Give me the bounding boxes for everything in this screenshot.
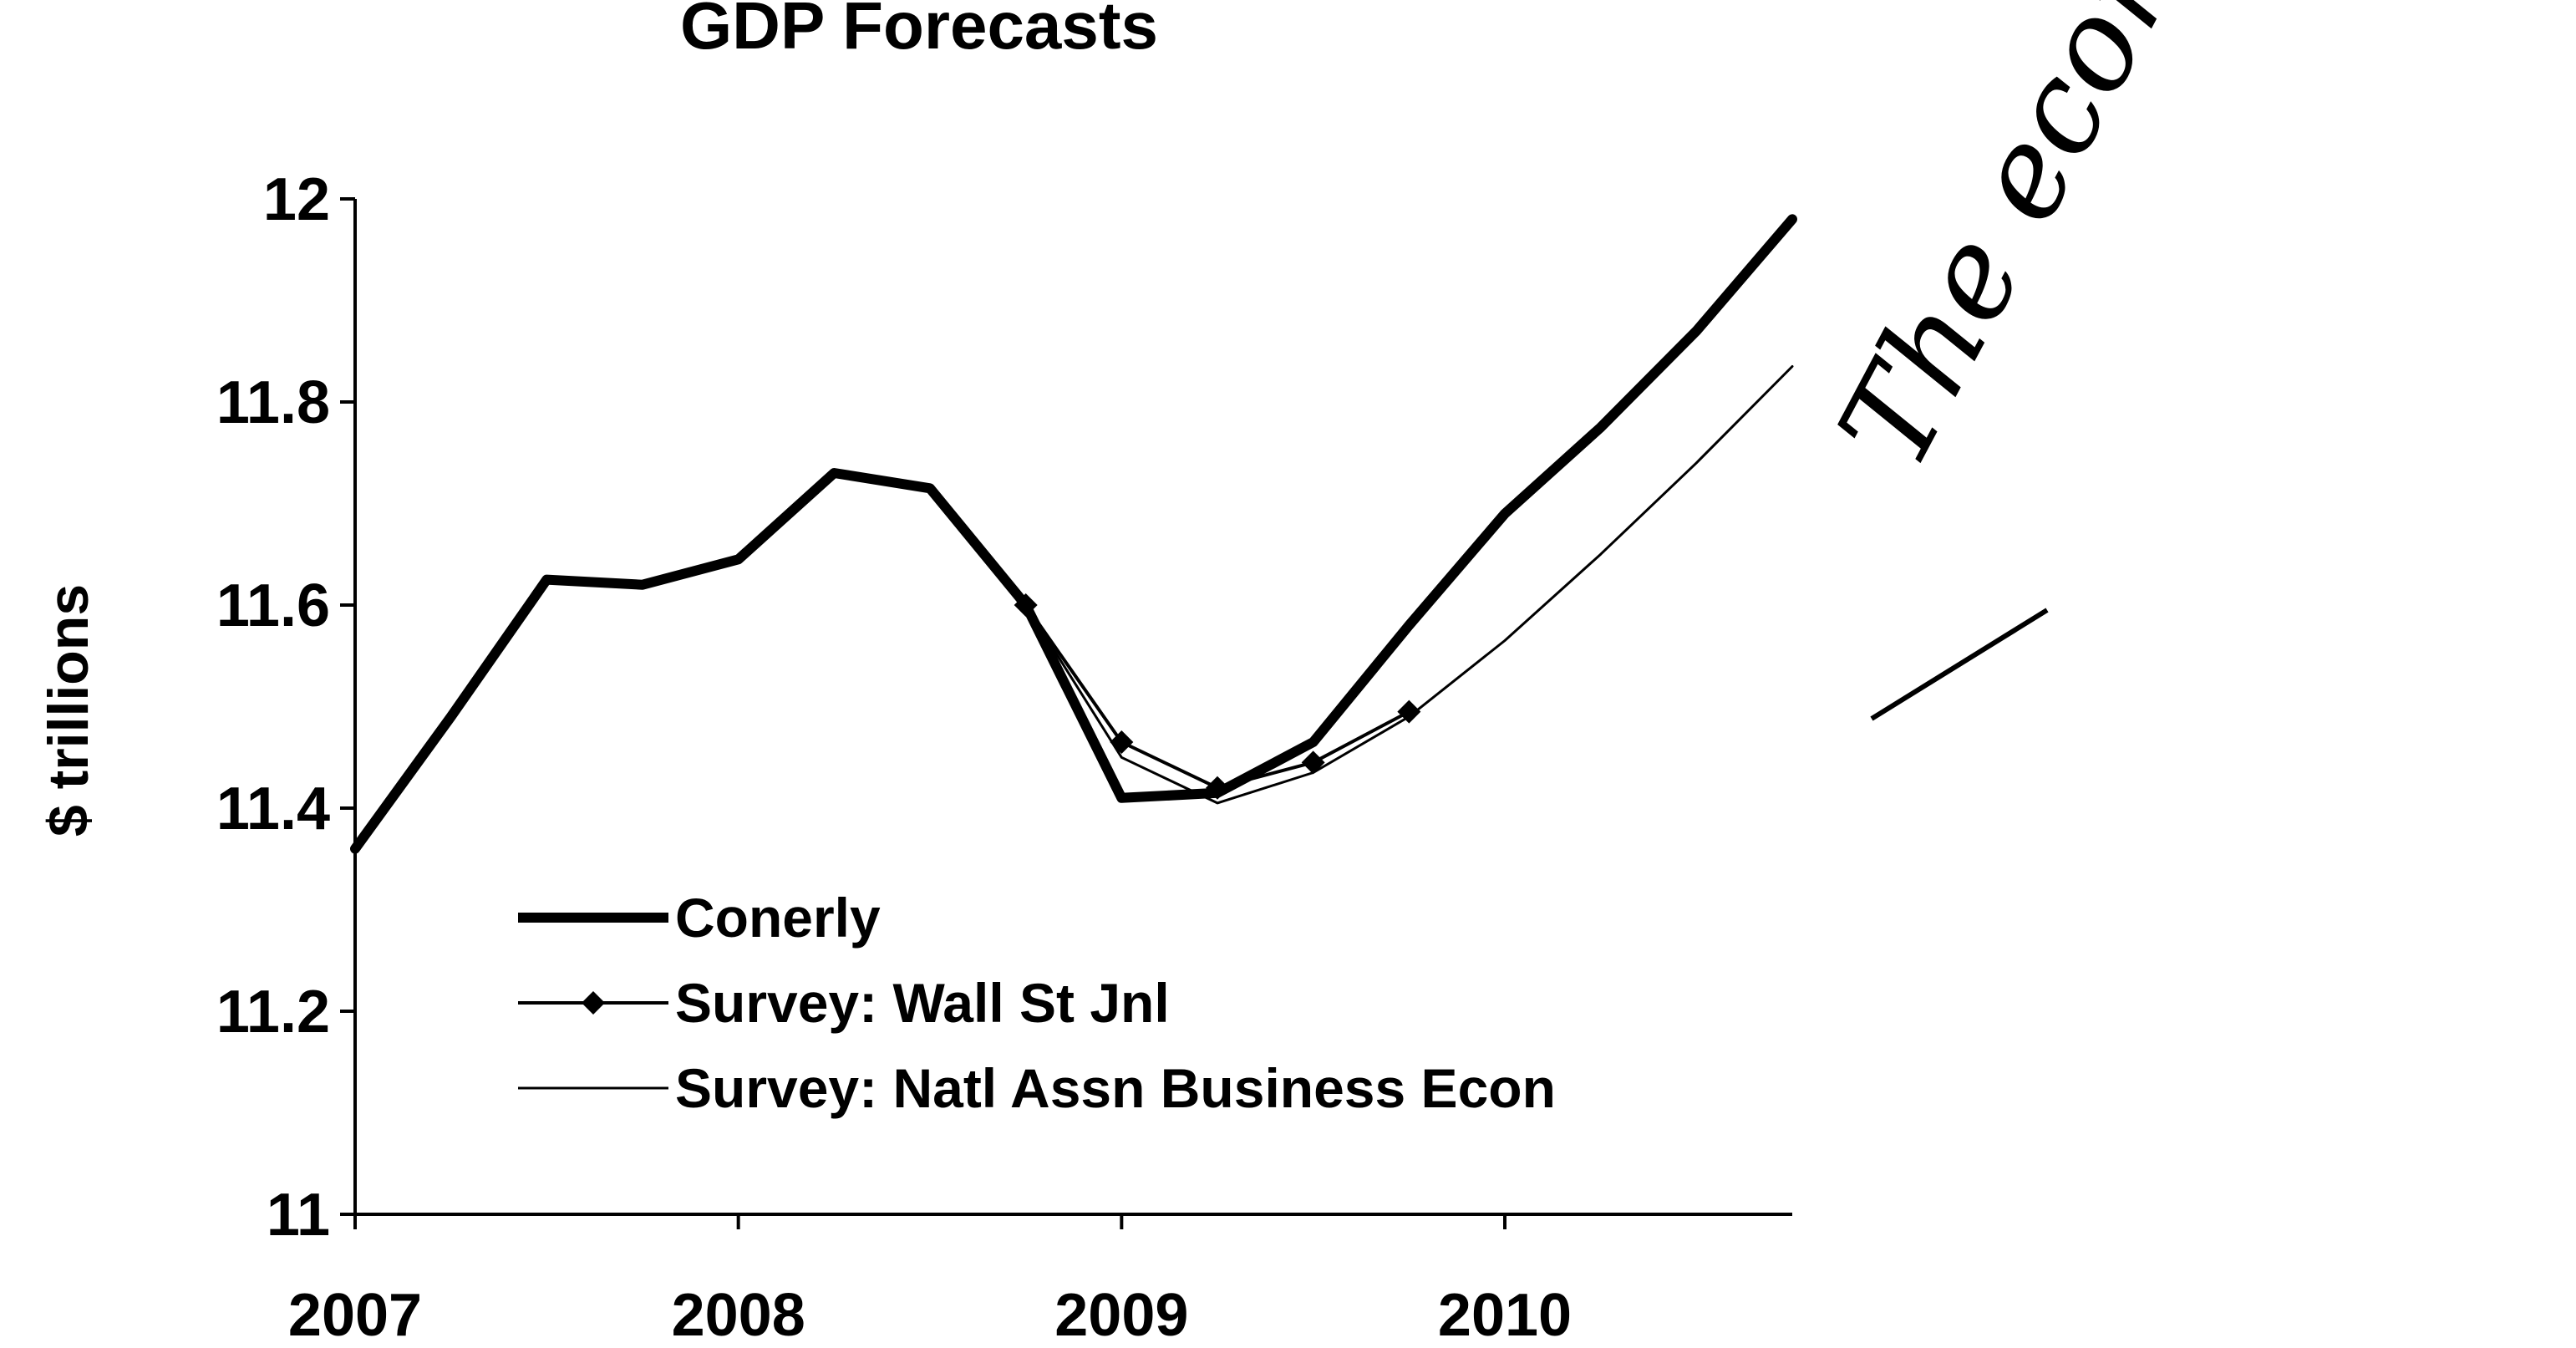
y-tick-label: 11: [267, 1182, 330, 1249]
y-tick-label: 11.2: [216, 979, 330, 1045]
data-point-survey-wall-st-jnl: [1301, 750, 1325, 775]
legend-label-wall-st-jnl: Survey: Wall St Jnl: [675, 972, 1170, 1034]
legend-label-conerly: Conerly: [675, 887, 881, 949]
legend: Conerly Survey: Wall St Jnl Survey: Natl…: [518, 887, 1556, 1119]
x-tick-label: 2007: [288, 1282, 422, 1348]
x-tick-label: 2008: [672, 1282, 805, 1348]
data-point-survey-wall-st-jnl: [1110, 730, 1134, 755]
y-tick-label: 11.4: [216, 776, 330, 842]
series-layer: [350, 214, 1797, 854]
annotation-underline: [1870, 608, 2049, 721]
y-tick-label: 12: [263, 166, 330, 233]
series-line-survey-natl-assn-business-econ: [1024, 365, 1794, 805]
y-tick-label: 11.6: [216, 572, 330, 639]
y-axis-label: $ trillions: [37, 584, 100, 837]
series-line-conerly: [350, 214, 1797, 854]
y-tick-label: 11.8: [216, 369, 330, 436]
data-point-survey-wall-st-jnl: [1397, 699, 1421, 724]
annotation-text: The economy will turn up.: [1811, 0, 2576, 491]
legend-marker-wall-st-jnl: [582, 991, 605, 1015]
handwritten-annotation: The economy will turn up.: [1811, 0, 2576, 491]
chart-title: GDP Forecasts: [680, 0, 1158, 63]
axes: 12 11.8 11.6 11.4 11.2 11 2007 2008 2009 2010: [216, 166, 1792, 1348]
x-tick-label: 2010: [1438, 1282, 1572, 1348]
legend-label-nabe: Survey: Natl Assn Business Econ: [675, 1057, 1556, 1119]
x-tick-label: 2009: [1054, 1282, 1188, 1348]
